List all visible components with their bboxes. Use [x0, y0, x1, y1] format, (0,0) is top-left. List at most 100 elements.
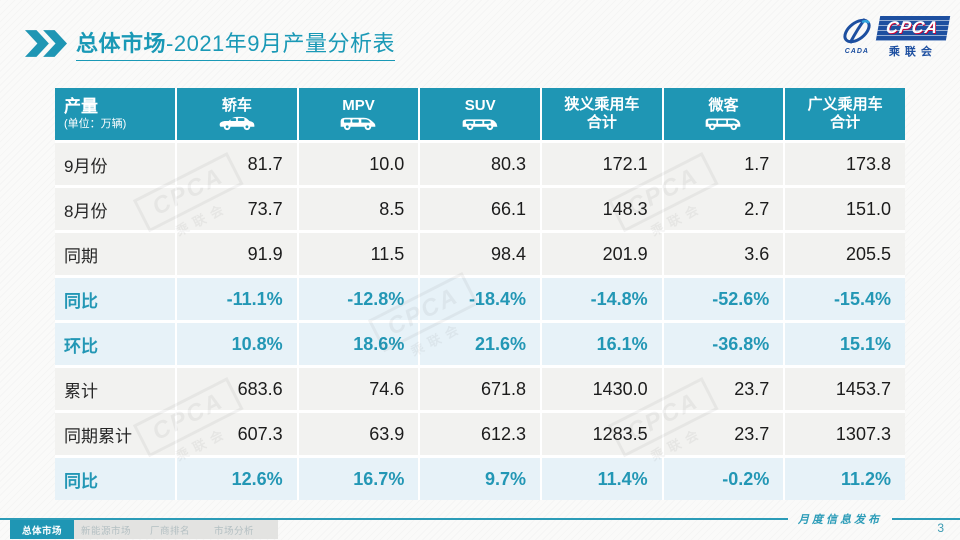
col-label: 广义乘用车	[807, 96, 883, 113]
table-cell: 201.9	[541, 233, 662, 275]
table-cell: 11.4%	[541, 458, 662, 500]
col-label-line2: 合计	[586, 114, 617, 131]
col-label: 微客	[708, 97, 739, 114]
table-cell: 8.5	[298, 188, 419, 230]
corner-unit: (单位：万辆)	[64, 117, 127, 130]
page-title-prefix: 总体市场	[76, 31, 167, 56]
microvan-icon	[706, 118, 741, 131]
publication-label: 月度信息发布	[798, 513, 882, 526]
cpca-label: CPCA	[875, 16, 951, 41]
table-cell: 148.3	[541, 188, 662, 230]
col-label: MPV	[342, 97, 375, 114]
table-cell: 607.3	[177, 413, 297, 455]
col-label: 狭义乘用车	[564, 96, 640, 113]
footer-divider	[0, 518, 788, 520]
row-label: 环比	[55, 323, 175, 365]
swoosh-icon	[843, 18, 871, 44]
col-header-sedan: 轿车	[177, 88, 297, 140]
sedan-icon	[219, 116, 255, 131]
tab-nev-market[interactable]: 新能源市场	[74, 520, 138, 539]
col-label: 轿车	[221, 97, 252, 114]
table-cell: 21.6%	[420, 323, 540, 365]
table-cell: 10.8%	[177, 323, 297, 365]
tabs-filler	[266, 520, 278, 539]
table-cell: 1453.7	[785, 368, 905, 410]
table-cell: -14.8%	[541, 278, 662, 320]
table-cell: 683.6	[177, 368, 297, 410]
table-cell: 2.7	[663, 188, 784, 230]
table-cell: 16.7%	[298, 458, 419, 500]
table-cell: -15.4%	[785, 278, 905, 320]
table-cell: 11.2%	[785, 458, 905, 500]
table-cell: 63.9	[298, 413, 419, 455]
col-header-suv: SUV	[420, 88, 540, 140]
table-corner-header: 产量 (单位：万辆)	[55, 88, 175, 140]
cpca-swoosh: CADA	[840, 16, 874, 55]
table-cell: 66.1	[420, 188, 540, 230]
table-cell: 16.1%	[541, 323, 662, 365]
page-title-rest: -2021年9月产量分析表	[166, 31, 396, 56]
table-cell: 91.9	[177, 233, 297, 275]
table-cell: -12.8%	[298, 278, 419, 320]
table-cell: 172.1	[541, 143, 662, 185]
table-cell: 98.4	[420, 233, 540, 275]
corner-title: 产量	[64, 97, 98, 117]
col-header-microvan: 微客	[663, 88, 784, 140]
table-cell: 23.7	[663, 413, 784, 455]
table-cell: -36.8%	[663, 323, 784, 365]
table-cell: 151.0	[785, 188, 905, 230]
table-cell: 18.6%	[298, 323, 419, 365]
table-cell: 1307.3	[785, 413, 905, 455]
production-table: 产量 (单位：万辆) 轿车 MPV S	[55, 88, 905, 500]
table-cell: 11.5	[298, 233, 419, 275]
row-label: 同比	[55, 278, 175, 320]
tab-market-analysis[interactable]: 市场分析	[202, 520, 266, 539]
row-label: 8月份	[55, 188, 175, 230]
table-cell: 612.3	[420, 413, 540, 455]
table-cell: 1283.5	[541, 413, 662, 455]
col-header-narrow-pv-total: 狭义乘用车 合计	[541, 88, 662, 140]
table-cell: 671.8	[420, 368, 540, 410]
bottom-nav: 总体市场 新能源市场 厂商排名 市场分析	[10, 520, 278, 539]
cpca-chinese-label: 乘联会	[888, 46, 937, 58]
col-header-broad-pv-total: 广义乘用车 合计	[785, 88, 905, 140]
table-cell: -52.6%	[663, 278, 784, 320]
table-cell: 74.6	[298, 368, 419, 410]
table-cell: 81.7	[177, 143, 297, 185]
cada-label: CADA	[844, 48, 869, 55]
table-cell: -18.4%	[420, 278, 540, 320]
col-label: SUV	[464, 97, 496, 114]
footer-divider-right	[892, 518, 960, 520]
table-cell: 9.7%	[420, 458, 540, 500]
suv-icon	[462, 119, 498, 131]
table-cell: 73.7	[177, 188, 297, 230]
col-label-line2: 合计	[830, 114, 861, 131]
page-title-row: 总体市场-2021年9月产量分析表	[25, 26, 396, 61]
table-cell: -11.1%	[177, 278, 297, 320]
table-cell: -0.2%	[663, 458, 784, 500]
col-header-mpv: MPV	[298, 88, 419, 140]
table-cell: 1.7	[663, 143, 784, 185]
table-cell: 80.3	[420, 143, 540, 185]
tab-overall-market[interactable]: 总体市场	[10, 520, 74, 539]
row-label: 累计	[55, 368, 175, 410]
row-label: 同比	[55, 458, 175, 500]
table-cell: 1430.0	[541, 368, 662, 410]
tab-oem-ranking[interactable]: 厂商排名	[138, 520, 202, 539]
row-label: 9月份	[55, 143, 175, 185]
mpv-icon	[341, 117, 376, 131]
cpca-logo: CADA CPCA 乘联会	[840, 16, 951, 59]
table-cell: 15.1%	[785, 323, 905, 365]
double-chevron-icon	[25, 30, 67, 57]
table-cell: 12.6%	[177, 458, 297, 500]
table-cell: 10.0	[298, 143, 419, 185]
table-cell: 23.7	[663, 368, 784, 410]
row-label: 同期	[55, 233, 175, 275]
row-label: 同期累计	[55, 413, 175, 455]
page-title: 总体市场-2021年9月产量分析表	[76, 26, 396, 61]
footer: 月度信息发布	[0, 512, 960, 526]
table-cell: 205.5	[785, 233, 905, 275]
table-cell: 3.6	[663, 233, 784, 275]
page-number: 3	[937, 521, 944, 535]
